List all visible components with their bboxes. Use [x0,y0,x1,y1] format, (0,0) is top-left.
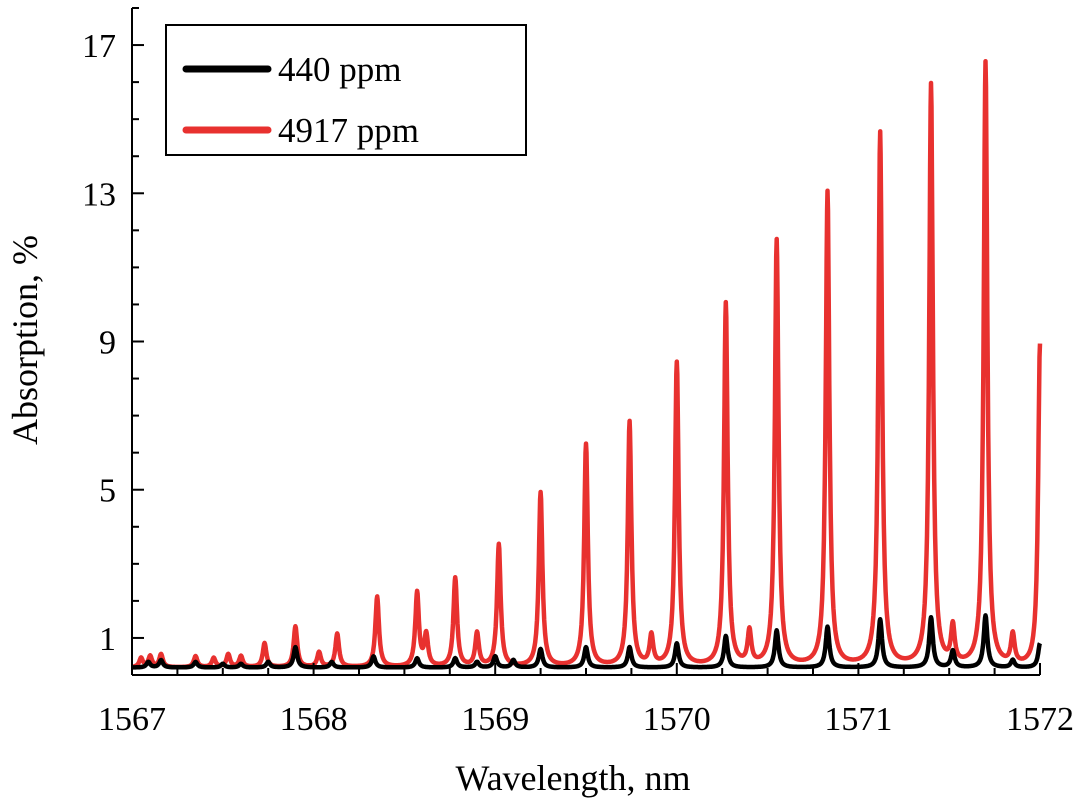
axes-layer: 1 5 9 13 17 1567 1568 1569 1570 1571 1572 [82,7,1074,738]
y-tick-label: 17 [82,28,116,65]
x-tick-label: 1572 [1006,701,1074,738]
series-line-440ppm [130,613,1043,670]
x-axis-title: Wavelength, nm [455,758,690,798]
y-tick-label: 5 [99,473,116,510]
y-tick-label: 13 [82,176,116,213]
legend-label-4917ppm: 4917 ppm [278,111,419,150]
series-layer [130,59,1043,670]
x-tick-label: 1567 [98,701,166,738]
y-tick-label: 9 [99,325,116,362]
x-tick-label: 1571 [824,701,892,738]
y-tick-label: 1 [99,621,116,658]
x-tick-label: 1568 [280,701,348,738]
x-tick-label: 1570 [643,701,711,738]
legend: 440 ppm 4917 ppm [165,24,527,156]
y-axis-title: Absorption, % [5,235,45,445]
legend-label-440ppm: 440 ppm [278,50,401,89]
x-tick-label: 1569 [461,701,529,738]
